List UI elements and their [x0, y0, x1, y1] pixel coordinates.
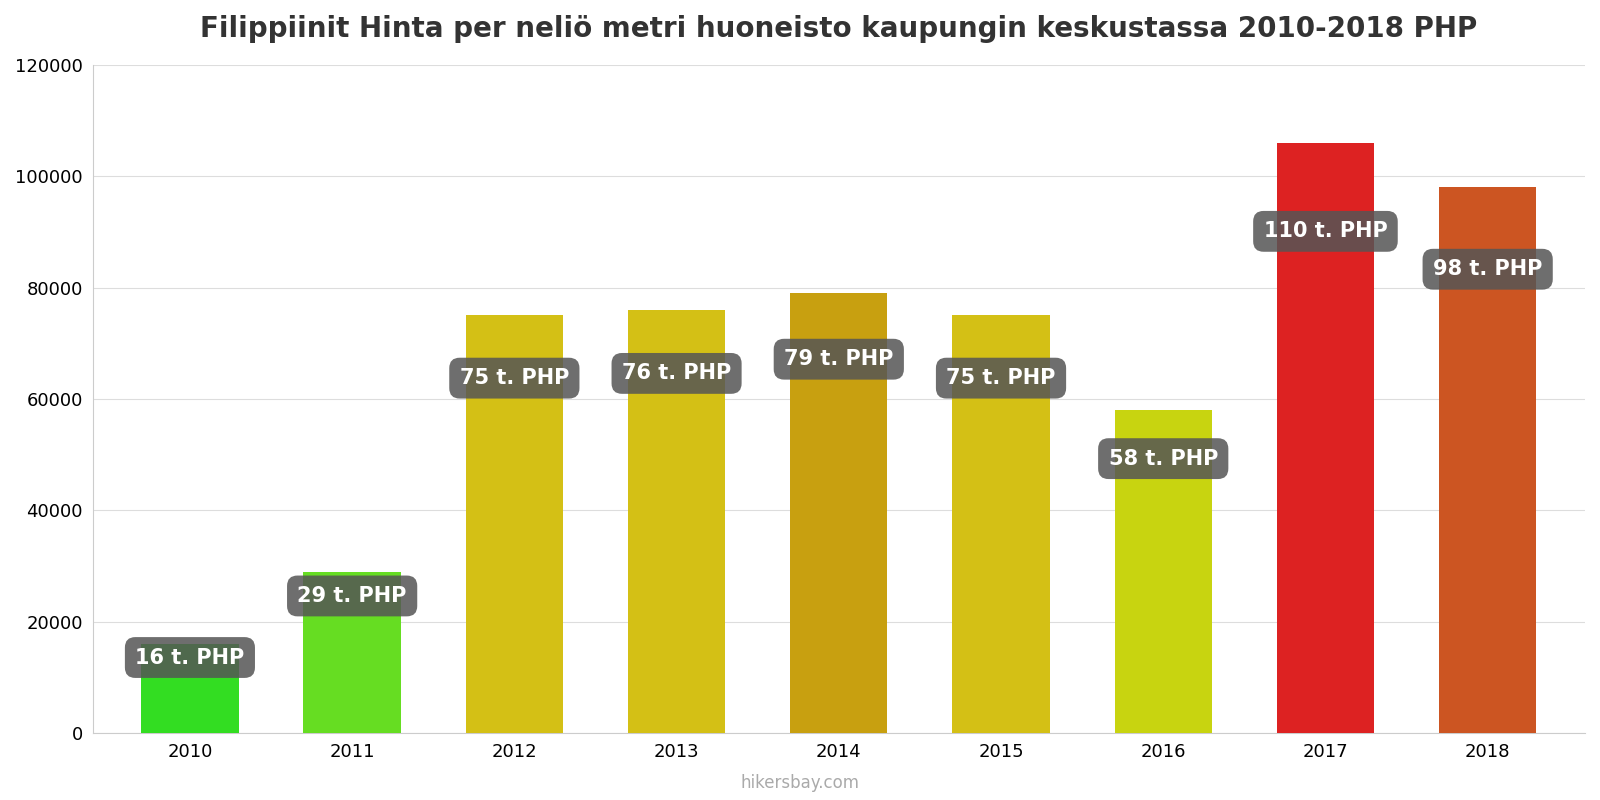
- Bar: [627, 310, 725, 734]
- Text: 58 t. PHP: 58 t. PHP: [1109, 449, 1218, 469]
- Text: 75 t. PHP: 75 t. PHP: [459, 368, 570, 388]
- Bar: [1438, 187, 1536, 734]
- Bar: [1115, 410, 1211, 734]
- Text: 29 t. PHP: 29 t. PHP: [298, 586, 406, 606]
- Text: 75 t. PHP: 75 t. PHP: [946, 368, 1056, 388]
- Text: hikersbay.com: hikersbay.com: [741, 774, 859, 792]
- Bar: [1277, 142, 1374, 734]
- Bar: [466, 315, 563, 734]
- Text: 98 t. PHP: 98 t. PHP: [1434, 259, 1542, 279]
- Text: 76 t. PHP: 76 t. PHP: [622, 363, 731, 383]
- Text: 110 t. PHP: 110 t. PHP: [1264, 222, 1387, 242]
- Title: Filippiinit Hinta per neliö metri huoneisto kaupungin keskustassa 2010-2018 PHP: Filippiinit Hinta per neliö metri huonei…: [200, 15, 1477, 43]
- Text: 79 t. PHP: 79 t. PHP: [784, 349, 893, 369]
- Bar: [790, 293, 888, 734]
- Text: 16 t. PHP: 16 t. PHP: [136, 647, 245, 667]
- Bar: [304, 572, 402, 734]
- Bar: [952, 315, 1050, 734]
- Bar: [141, 644, 238, 734]
